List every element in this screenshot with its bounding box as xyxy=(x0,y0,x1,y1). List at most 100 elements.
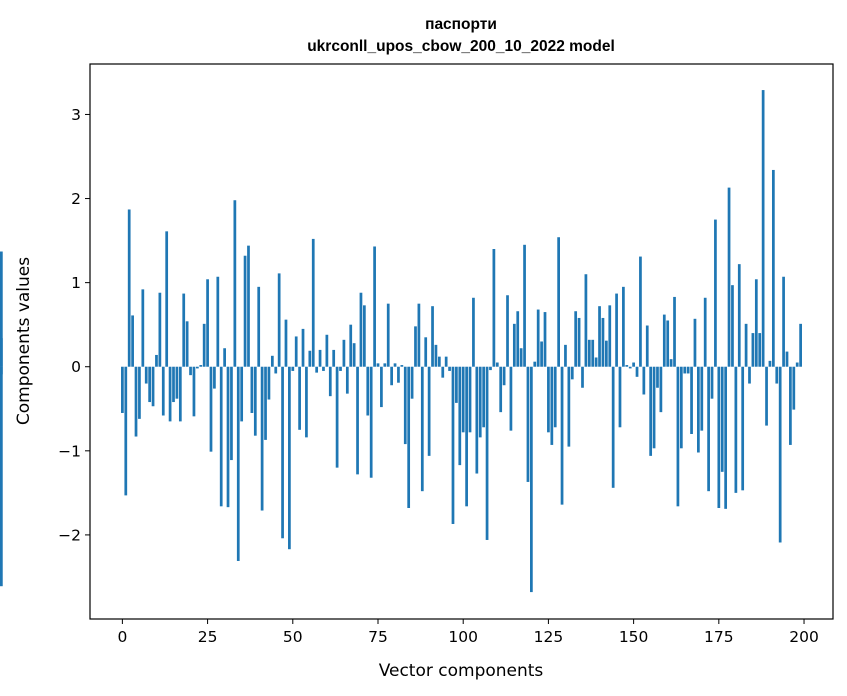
bar xyxy=(185,321,189,367)
bar xyxy=(0,366,3,375)
bar xyxy=(540,341,543,367)
x-tick-label: 25 xyxy=(198,628,218,646)
bar xyxy=(328,366,332,397)
bar xyxy=(577,317,581,367)
bar xyxy=(458,366,462,466)
y-axis-ticks: −2 −1 0 1 2 3 xyxy=(58,106,90,544)
bar xyxy=(731,285,734,367)
bar xyxy=(332,349,336,367)
bar xyxy=(775,366,779,384)
bar xyxy=(519,348,523,367)
bar xyxy=(165,231,169,367)
bar xyxy=(223,348,226,367)
bar xyxy=(652,366,656,449)
bar xyxy=(431,306,434,367)
bar xyxy=(686,366,690,374)
bar xyxy=(0,338,3,367)
bar xyxy=(281,366,284,539)
bar xyxy=(693,318,697,367)
bar xyxy=(703,297,707,367)
x-tick-label: 50 xyxy=(283,628,303,646)
bar xyxy=(472,297,475,367)
bar xyxy=(390,366,393,386)
bar xyxy=(441,366,445,378)
bar xyxy=(669,359,673,367)
bar xyxy=(523,244,526,367)
chart-title: паспорти xyxy=(425,16,497,33)
bar xyxy=(557,237,560,367)
bar xyxy=(502,366,506,386)
bar xyxy=(178,366,182,422)
bar xyxy=(339,366,342,371)
bar xyxy=(298,366,301,430)
bar xyxy=(342,339,346,367)
bar xyxy=(771,169,775,367)
bar xyxy=(550,366,554,445)
bars-group xyxy=(0,90,802,593)
bar xyxy=(158,292,162,367)
bar xyxy=(581,366,584,388)
bar xyxy=(642,366,646,395)
bar xyxy=(134,366,138,437)
bar xyxy=(625,365,629,367)
bar xyxy=(560,366,564,505)
bar xyxy=(482,366,486,428)
bar xyxy=(288,366,291,550)
bar xyxy=(608,305,612,367)
x-tick-label: 175 xyxy=(704,628,734,646)
bar xyxy=(679,366,683,449)
bar xyxy=(649,366,653,456)
bar xyxy=(564,344,567,367)
bar xyxy=(676,366,680,507)
bar xyxy=(0,251,3,367)
bar xyxy=(124,366,128,496)
bar xyxy=(414,326,417,367)
bar xyxy=(758,333,762,367)
bar xyxy=(601,317,605,367)
bar xyxy=(604,340,608,367)
bar xyxy=(748,366,751,384)
chart-subtitle: ukrconll_upos_cbow_200_10_2022 model xyxy=(307,38,615,55)
x-axis-ticks: 0 25 50 75 100 125 150 175 200 xyxy=(117,619,819,646)
bar xyxy=(468,366,472,433)
bar xyxy=(407,366,411,508)
bar xyxy=(533,361,537,367)
bar xyxy=(322,366,325,371)
bar xyxy=(437,356,441,367)
bar xyxy=(274,366,278,374)
y-tick-label: −2 xyxy=(58,526,81,544)
bar xyxy=(717,366,721,508)
bar xyxy=(795,362,799,367)
bar xyxy=(291,366,295,371)
y-tick-label: 3 xyxy=(71,106,81,124)
bar xyxy=(127,209,131,367)
bar xyxy=(598,306,601,367)
bar xyxy=(138,366,141,419)
bar xyxy=(710,366,714,399)
bar xyxy=(587,339,591,367)
bar xyxy=(168,366,172,422)
bar xyxy=(161,366,165,416)
y-axis-label: Components values xyxy=(14,257,34,425)
bar xyxy=(335,366,339,468)
bar xyxy=(410,366,414,399)
bar xyxy=(315,366,319,373)
bar xyxy=(628,366,632,369)
bar xyxy=(199,365,203,367)
bar xyxy=(761,90,765,367)
bar xyxy=(754,279,758,367)
bar xyxy=(461,366,465,433)
bar xyxy=(455,366,458,403)
bar xyxy=(584,274,588,367)
bar xyxy=(264,366,267,440)
bar xyxy=(591,339,595,367)
bar xyxy=(240,366,244,422)
bar xyxy=(270,355,274,367)
bar xyxy=(277,273,281,367)
y-tick-label: −1 xyxy=(58,442,81,460)
bar xyxy=(734,366,738,493)
y-tick-label: 1 xyxy=(71,274,81,292)
bar xyxy=(400,365,404,367)
bar xyxy=(765,366,768,426)
bar xyxy=(219,366,223,507)
